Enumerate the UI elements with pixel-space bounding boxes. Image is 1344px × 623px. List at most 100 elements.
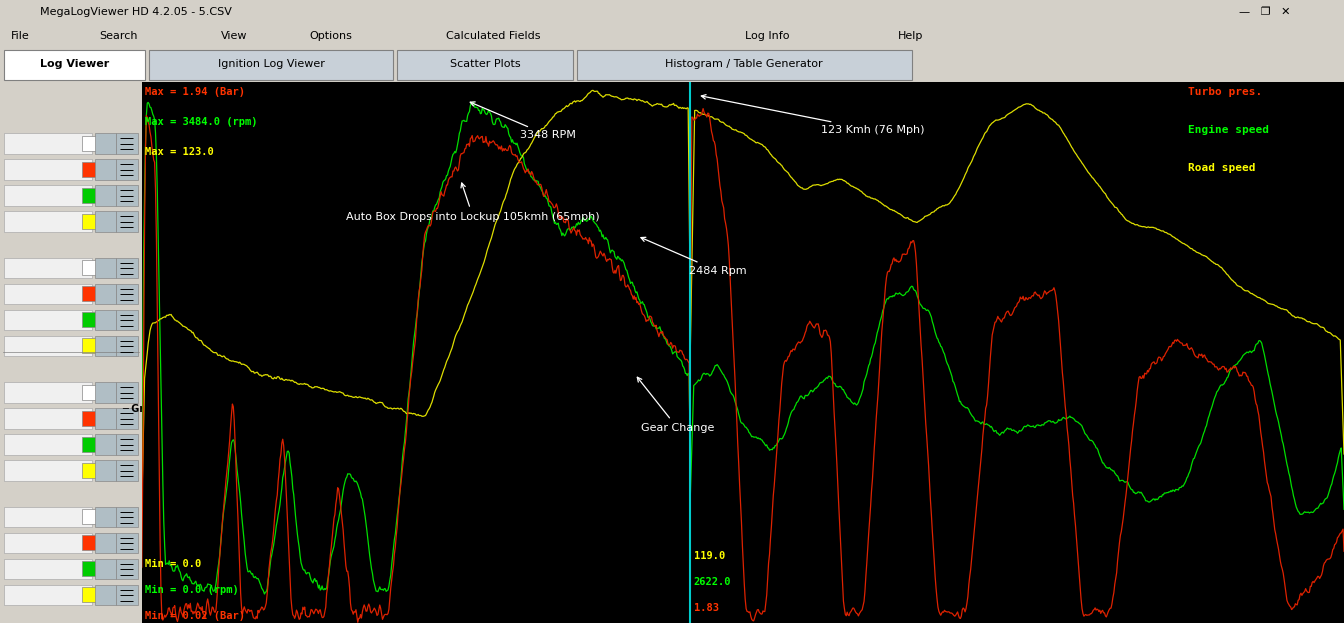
Bar [82, 463, 101, 478]
Bar [82, 214, 101, 229]
Bar [4, 50, 145, 80]
Text: Turbo pres.: Turbo pres. [1188, 87, 1262, 97]
Bar [4, 310, 93, 330]
Text: Max = 3484.0 (rpm): Max = 3484.0 (rpm) [145, 117, 258, 127]
Bar [95, 506, 117, 527]
Text: 119.0: 119.0 [694, 551, 724, 561]
Text: Min = 0.02 (Bar): Min = 0.02 (Bar) [145, 611, 246, 621]
Bar [4, 533, 93, 553]
Text: 2622.0: 2622.0 [694, 577, 731, 587]
Bar [4, 211, 93, 232]
Bar [95, 211, 117, 232]
Bar [117, 434, 137, 455]
Bar [4, 159, 93, 179]
Text: Max = 1.94 (Bar): Max = 1.94 (Bar) [145, 87, 246, 97]
Bar [4, 506, 93, 527]
Text: Min = 0.0: Min = 0.0 [145, 559, 202, 569]
Bar [117, 159, 137, 179]
Bar [82, 188, 101, 203]
Text: Quick Views: Quick Views [680, 249, 751, 259]
Text: Gear Change: Gear Change [637, 378, 714, 433]
Text: Log Info: Log Info [745, 31, 789, 40]
Text: 123 Kmh (76 Mph): 123 Kmh (76 Mph) [702, 95, 925, 135]
Text: Min = 0.0 (rpm): Min = 0.0 (rpm) [145, 585, 239, 595]
Bar [95, 460, 117, 480]
Bar [4, 382, 93, 402]
Bar [82, 338, 101, 353]
Text: —   ❐   ✕: — ❐ ✕ [1239, 7, 1290, 17]
Bar [95, 559, 117, 579]
Bar [95, 584, 117, 605]
Bar [117, 211, 137, 232]
Bar [4, 185, 93, 206]
Bar [82, 286, 101, 302]
Bar [149, 50, 392, 80]
Bar [95, 159, 117, 179]
Bar [95, 408, 117, 429]
Bar [82, 437, 101, 452]
Bar [4, 336, 93, 356]
Bar [4, 283, 93, 304]
Bar [4, 257, 93, 278]
Bar [117, 336, 137, 356]
Bar [4, 408, 93, 429]
Bar [82, 561, 101, 576]
Bar [82, 411, 101, 426]
Bar [95, 283, 117, 304]
Bar [117, 460, 137, 480]
Text: Help: Help [898, 31, 923, 40]
Bar [95, 133, 117, 154]
Bar [95, 185, 117, 206]
Bar [82, 162, 101, 177]
Text: ─ Graph 1: ─ Graph 1 [122, 404, 175, 414]
Bar [117, 382, 137, 402]
Bar [577, 50, 911, 80]
Bar [95, 434, 117, 455]
Bar [4, 559, 93, 579]
Bar [82, 510, 101, 525]
Bar [117, 506, 137, 527]
Text: 3348 RPM: 3348 RPM [470, 102, 577, 140]
Text: MegaLogViewer HD 4.2.05 - 5.CSV: MegaLogViewer HD 4.2.05 - 5.CSV [40, 7, 233, 17]
Bar [4, 434, 93, 455]
Text: Road speed: Road speed [1188, 163, 1255, 173]
Text: Calculated Fields: Calculated Fields [446, 31, 540, 40]
Bar [398, 50, 573, 80]
Bar [95, 257, 117, 278]
Bar [117, 533, 137, 553]
Bar [117, 283, 137, 304]
Text: Scatter Plots: Scatter Plots [449, 59, 520, 69]
Bar [82, 385, 101, 400]
Text: Ignition Log Viewer: Ignition Log Viewer [218, 59, 325, 69]
Text: Engine speed: Engine speed [1188, 125, 1269, 135]
Bar [117, 310, 137, 330]
Bar [82, 260, 101, 275]
Bar [95, 382, 117, 402]
Text: 1.83: 1.83 [694, 602, 719, 612]
Text: Log Viewer: Log Viewer [40, 59, 109, 69]
Bar [117, 133, 137, 154]
Bar [117, 408, 137, 429]
Bar [82, 587, 101, 602]
Bar [4, 584, 93, 605]
Text: Max = 123.0: Max = 123.0 [145, 146, 214, 156]
Text: Auto Box Drops into Lockup 105kmh (65mph): Auto Box Drops into Lockup 105kmh (65mph… [347, 183, 599, 222]
Bar [117, 559, 137, 579]
Text: View: View [220, 31, 247, 40]
Bar [95, 310, 117, 330]
Bar [117, 584, 137, 605]
Text: 2484 Rpm: 2484 Rpm [641, 237, 746, 276]
Text: Options: Options [309, 31, 352, 40]
Bar [82, 312, 101, 328]
Bar [117, 257, 137, 278]
Bar [82, 136, 101, 151]
Text: Search: Search [99, 31, 138, 40]
Bar [4, 460, 93, 480]
Bar [4, 133, 93, 154]
Text: Histogram / Table Generator: Histogram / Table Generator [665, 59, 823, 69]
Bar [82, 535, 101, 551]
Bar [95, 533, 117, 553]
Bar [117, 185, 137, 206]
Text: File: File [11, 31, 30, 40]
Bar [95, 336, 117, 356]
